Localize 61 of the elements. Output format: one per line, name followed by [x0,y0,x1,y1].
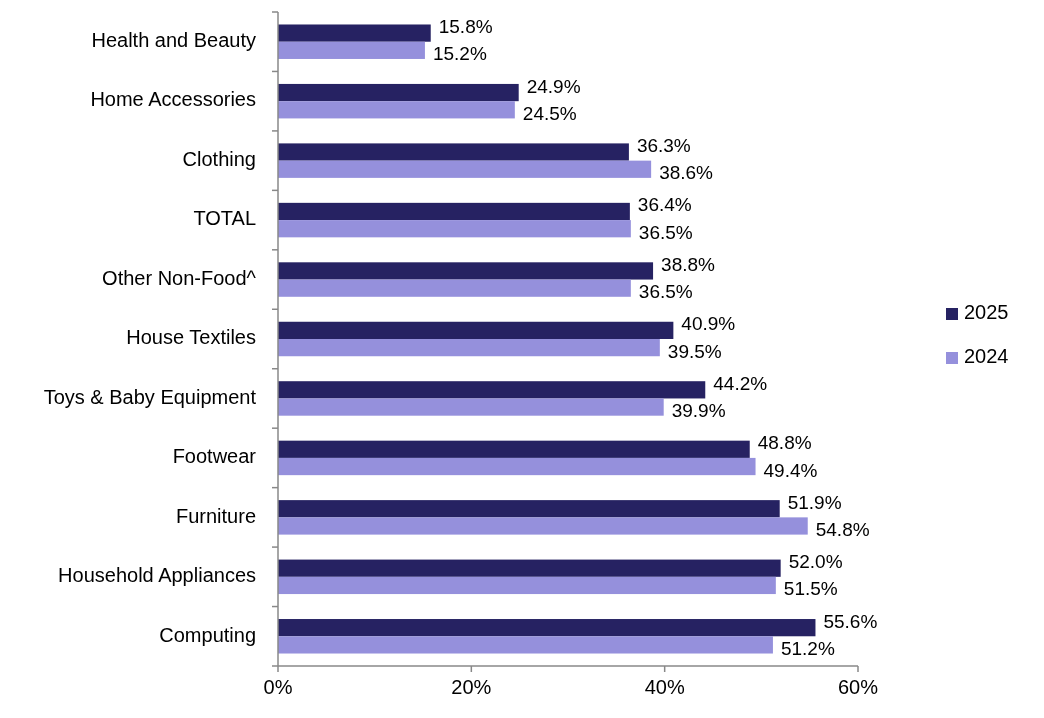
data-label: 39.5% [667,340,722,362]
bar [278,83,519,102]
bar [278,143,629,161]
data-label: 51.5% [783,578,838,600]
y-tick-label: Household Appliances [58,564,256,587]
data-label: 24.5% [522,102,577,124]
bar [278,220,631,238]
x-tick-label: 60% [837,676,879,698]
data-label: 38.6% [659,162,714,184]
data-label: 51.2% [780,637,835,659]
y-tick-label: Footwear [172,445,257,468]
bar [278,41,425,59]
bar [278,101,515,119]
x-tick-label: 20% [451,676,492,698]
y-tick-label: Computing [159,623,256,646]
bar [278,619,816,637]
legend-label: 2025 [964,301,1009,324]
bar [278,440,750,458]
data-label: 54.8% [815,519,870,540]
data-label: 49.4% [763,459,818,481]
y-tick-label: House Textiles [126,326,256,349]
data-label: 15.2% [432,43,487,65]
bar [278,398,664,416]
bar [278,262,654,280]
bar [278,160,652,178]
data-label: 36.4% [637,194,692,216]
data-label: 36.5% [638,281,693,303]
bar [278,500,780,518]
bar [278,321,674,339]
data-label: 52.0% [788,551,843,573]
bar [278,339,660,357]
data-label: 36.3% [636,135,691,157]
y-tick-label: TOTAL [193,207,256,230]
x-tick-label: 40% [644,676,685,698]
bar [278,576,776,595]
x-tick-label: 0% [263,676,293,698]
y-tick-label: Furniture [175,504,256,527]
y-tick-label: Other Non-Food^ [102,266,257,289]
bar [278,202,630,221]
bar [278,636,773,654]
data-label: 15.8% [438,16,493,38]
data-label: 36.5% [638,221,693,243]
data-label: 55.6% [823,610,878,632]
y-tick-label: Home Accessories [90,88,256,111]
data-label: 48.8% [757,432,812,454]
y-tick-label: Clothing [182,147,256,170]
bar [278,279,631,297]
data-label: 39.9% [671,400,726,422]
data-label: 24.9% [526,75,581,97]
bar [278,381,706,399]
data-label: 51.9% [787,491,842,513]
y-tick-label: Toys & Baby Equipment [43,385,257,408]
bar [278,24,431,42]
legend-label: 2024 [964,345,1009,368]
bar [278,517,808,535]
y-tick-label: Health and Beauty [91,29,256,52]
data-label: 44.2% [713,372,768,394]
data-label: 38.8% [661,253,716,275]
bar [278,559,781,577]
bar [278,457,756,476]
data-label: 40.9% [681,313,736,335]
